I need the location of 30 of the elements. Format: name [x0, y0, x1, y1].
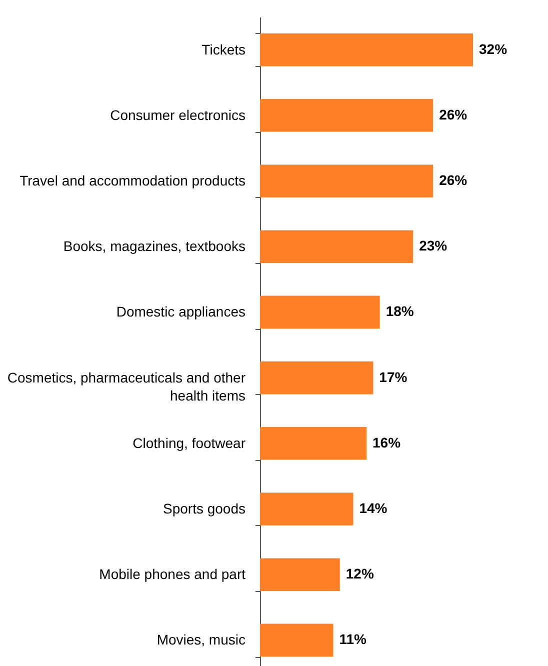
data-label: 23% — [419, 238, 448, 254]
y-tick-label: Consumer electronics — [110, 106, 246, 123]
bar — [260, 558, 340, 591]
bar — [260, 624, 334, 657]
data-label: 17% — [379, 368, 408, 385]
data-label: 26% — [439, 106, 468, 122]
data-label: 16% — [372, 434, 402, 450]
bar — [260, 427, 366, 460]
data-label: 32% — [479, 40, 508, 57]
bar — [260, 164, 434, 198]
data-label: 12% — [346, 566, 374, 582]
y-tick-label: Movies, music — [156, 632, 246, 648]
y-tick-label: Domestic appliances — [116, 304, 246, 320]
y-tick-label: Clothing, footwear — [132, 434, 246, 451]
data-label: 11% — [339, 631, 368, 648]
bar — [260, 296, 380, 329]
y-tick-label: Travel and accommodation products — [20, 172, 246, 188]
bar — [260, 361, 374, 394]
data-label: 14% — [359, 500, 388, 516]
y-tick-label: Sports goods — [163, 500, 246, 516]
bar — [260, 33, 473, 66]
bar — [260, 492, 354, 526]
y-tick-label: Tickets — [202, 41, 246, 58]
data-label: 18% — [386, 303, 414, 320]
data-label: 26% — [439, 172, 468, 188]
y-tick-label: Mobile phones and part — [99, 566, 246, 582]
bar — [260, 99, 434, 132]
y-tick-label: Books, magazines, textbooks — [63, 238, 246, 254]
bar — [260, 230, 414, 263]
y-tick-label: Cosmetics, pharmaceuticals and other health items — [7, 369, 246, 404]
